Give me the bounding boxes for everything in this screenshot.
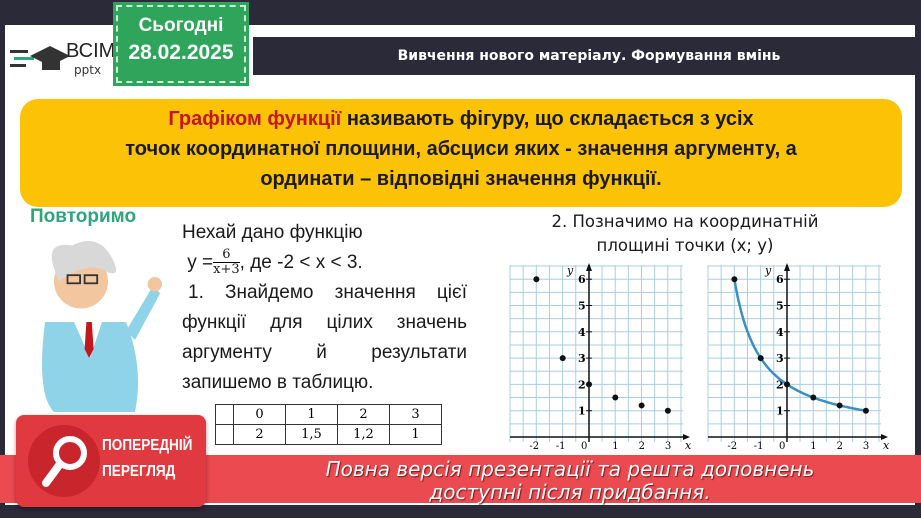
y-tick-label: 6 xyxy=(776,273,784,286)
definition-line3: ординати – відповідні значення функції. xyxy=(260,168,662,190)
y-tick-label: 2 xyxy=(578,378,586,391)
purchase-banner-text: Повна версія презентації та решта доповн… xyxy=(220,458,920,504)
definition-box: Графіком функції називають фігуру, що ск… xyxy=(20,99,902,207)
data-point xyxy=(810,394,817,401)
x-tick-label: 0 xyxy=(581,441,587,452)
logo-subtext: pptx xyxy=(74,63,102,77)
x-tick-label: -2 xyxy=(727,441,737,452)
function-curve xyxy=(733,278,867,412)
step2-line2: площині точки (x; y) xyxy=(596,236,774,255)
professor-illustration xyxy=(42,241,162,412)
x-tick-label: -1 xyxy=(754,441,764,452)
x-tick-label: 2 xyxy=(639,441,645,452)
task-intro: Нехай дано функцію xyxy=(182,222,363,243)
table-cell: 1 xyxy=(285,404,338,425)
x-axis-arrow xyxy=(683,434,690,440)
formula-fraction: 6 x+3 xyxy=(213,248,240,277)
data-point xyxy=(664,407,671,414)
table-cell: 2 xyxy=(233,424,286,445)
x-axis-label: x xyxy=(685,439,692,452)
table-cell: 1,2 xyxy=(337,424,390,445)
x-tick-label: 1 xyxy=(612,441,618,452)
formula-prefix: y = xyxy=(187,252,214,273)
banner-line1: Повна версія презентації та решта доповн… xyxy=(325,457,815,481)
x-tick-label: 2 xyxy=(837,441,843,452)
data-point xyxy=(862,407,869,414)
table-cell: 1,5 xyxy=(285,424,338,445)
x-tick-label: 3 xyxy=(665,441,671,452)
preview-line1: ПОПЕРЕДНІЙ xyxy=(102,437,193,454)
task-text: Нехай дано функцію y = 6 x+3, де -2 < x < … xyxy=(182,218,467,398)
y-tick-label: 3 xyxy=(578,352,586,365)
banner-line2: доступні після придбання. xyxy=(429,480,711,504)
header-title: Вивчення нового матеріалу. Формування вм… xyxy=(253,37,915,75)
y-tick-label: 4 xyxy=(578,326,586,339)
definition-line2: точок координатної площини, абсциси яких… xyxy=(125,138,797,160)
fraction-numerator: 6 xyxy=(213,248,240,264)
step2-line1: 2. Позначимо на координатній xyxy=(551,212,819,231)
x-tick-label: 1 xyxy=(810,441,816,452)
preview-button[interactable]: ПОПЕРЕДНІЙ ПЕРЕГЛЯД xyxy=(16,415,206,507)
data-point xyxy=(533,276,540,283)
x-axis-label: x xyxy=(883,439,890,452)
definition-line1: називають фігуру, що складається з усіх xyxy=(341,108,754,130)
step1-line4: запишемо в таблицю. xyxy=(182,372,374,393)
magnifier-icon xyxy=(42,436,87,487)
preview-label: ПОПЕРЕДНІЙ ПЕРЕГЛЯД xyxy=(102,433,192,485)
step1-line2: функції для цілих значень xyxy=(182,312,467,333)
data-point xyxy=(784,381,790,388)
y-axis-arrow xyxy=(586,263,592,271)
preview-line2: ПЕРЕГЛЯД xyxy=(102,463,176,480)
logo-text: ВСІМ xyxy=(66,40,116,62)
table-cell: 0 xyxy=(233,404,286,425)
y-tick-label: 5 xyxy=(578,300,586,313)
y-tick-label: 4 xyxy=(776,326,784,339)
data-point xyxy=(638,402,645,409)
data-point xyxy=(731,276,738,283)
table-cell: 1 xyxy=(389,424,442,445)
x-tick-label: -2 xyxy=(529,441,539,452)
step1-line1: 1. Знайдемо значення цієї xyxy=(188,282,467,303)
x-tick-label: 3 xyxy=(863,441,869,452)
y-tick-label: 2 xyxy=(776,378,784,391)
date-badge: Сьогодні 28.02.2025 xyxy=(113,2,249,86)
repeat-heading: Повторимо xyxy=(30,206,137,227)
y-axis-label: y xyxy=(764,264,772,277)
date-label: Сьогодні xyxy=(138,15,224,36)
preview-circle xyxy=(28,425,100,497)
data-point xyxy=(559,355,566,362)
x-tick-label: -1 xyxy=(556,441,566,452)
formula-condition: , де -2 < x < 3. xyxy=(239,252,363,273)
y-tick-label: 1 xyxy=(776,405,784,418)
y-tick-label: 5 xyxy=(776,300,784,313)
table-cell: 3 xyxy=(389,404,442,425)
y-axis-label: y xyxy=(566,264,574,277)
data-point xyxy=(757,355,764,362)
fraction-denominator: x+3 xyxy=(213,262,240,278)
y-tick-label: 3 xyxy=(776,352,784,365)
logo-graduation-cap-icon xyxy=(10,46,70,70)
points-chart: x y -2 -1 0 1 2 3 1 2 3 4 5 6 xyxy=(509,263,692,452)
y-tick-label: 6 xyxy=(578,273,586,286)
table-cell: 2 xyxy=(337,404,390,425)
x-tick-label: 0 xyxy=(779,441,785,452)
data-point xyxy=(836,402,843,409)
function-graph-chart: x y -2 -1 0 1 2 3 1 2 3 4 5 6 xyxy=(707,263,890,452)
definition-highlight: Графіком функції xyxy=(168,108,342,130)
y-tick-label: 1 xyxy=(578,405,586,418)
y-axis-arrow xyxy=(784,263,790,271)
step1-line3: аргументу й результати xyxy=(182,342,467,363)
step2-text: 2. Позначимо на координатній площині точ… xyxy=(515,210,855,258)
x-axis-arrow xyxy=(881,434,888,440)
data-point xyxy=(612,394,619,401)
date-value: 28.02.2025 xyxy=(128,41,234,64)
data-point xyxy=(586,381,592,388)
table-row-y: 2 1,5 1,2 1 xyxy=(215,424,442,445)
